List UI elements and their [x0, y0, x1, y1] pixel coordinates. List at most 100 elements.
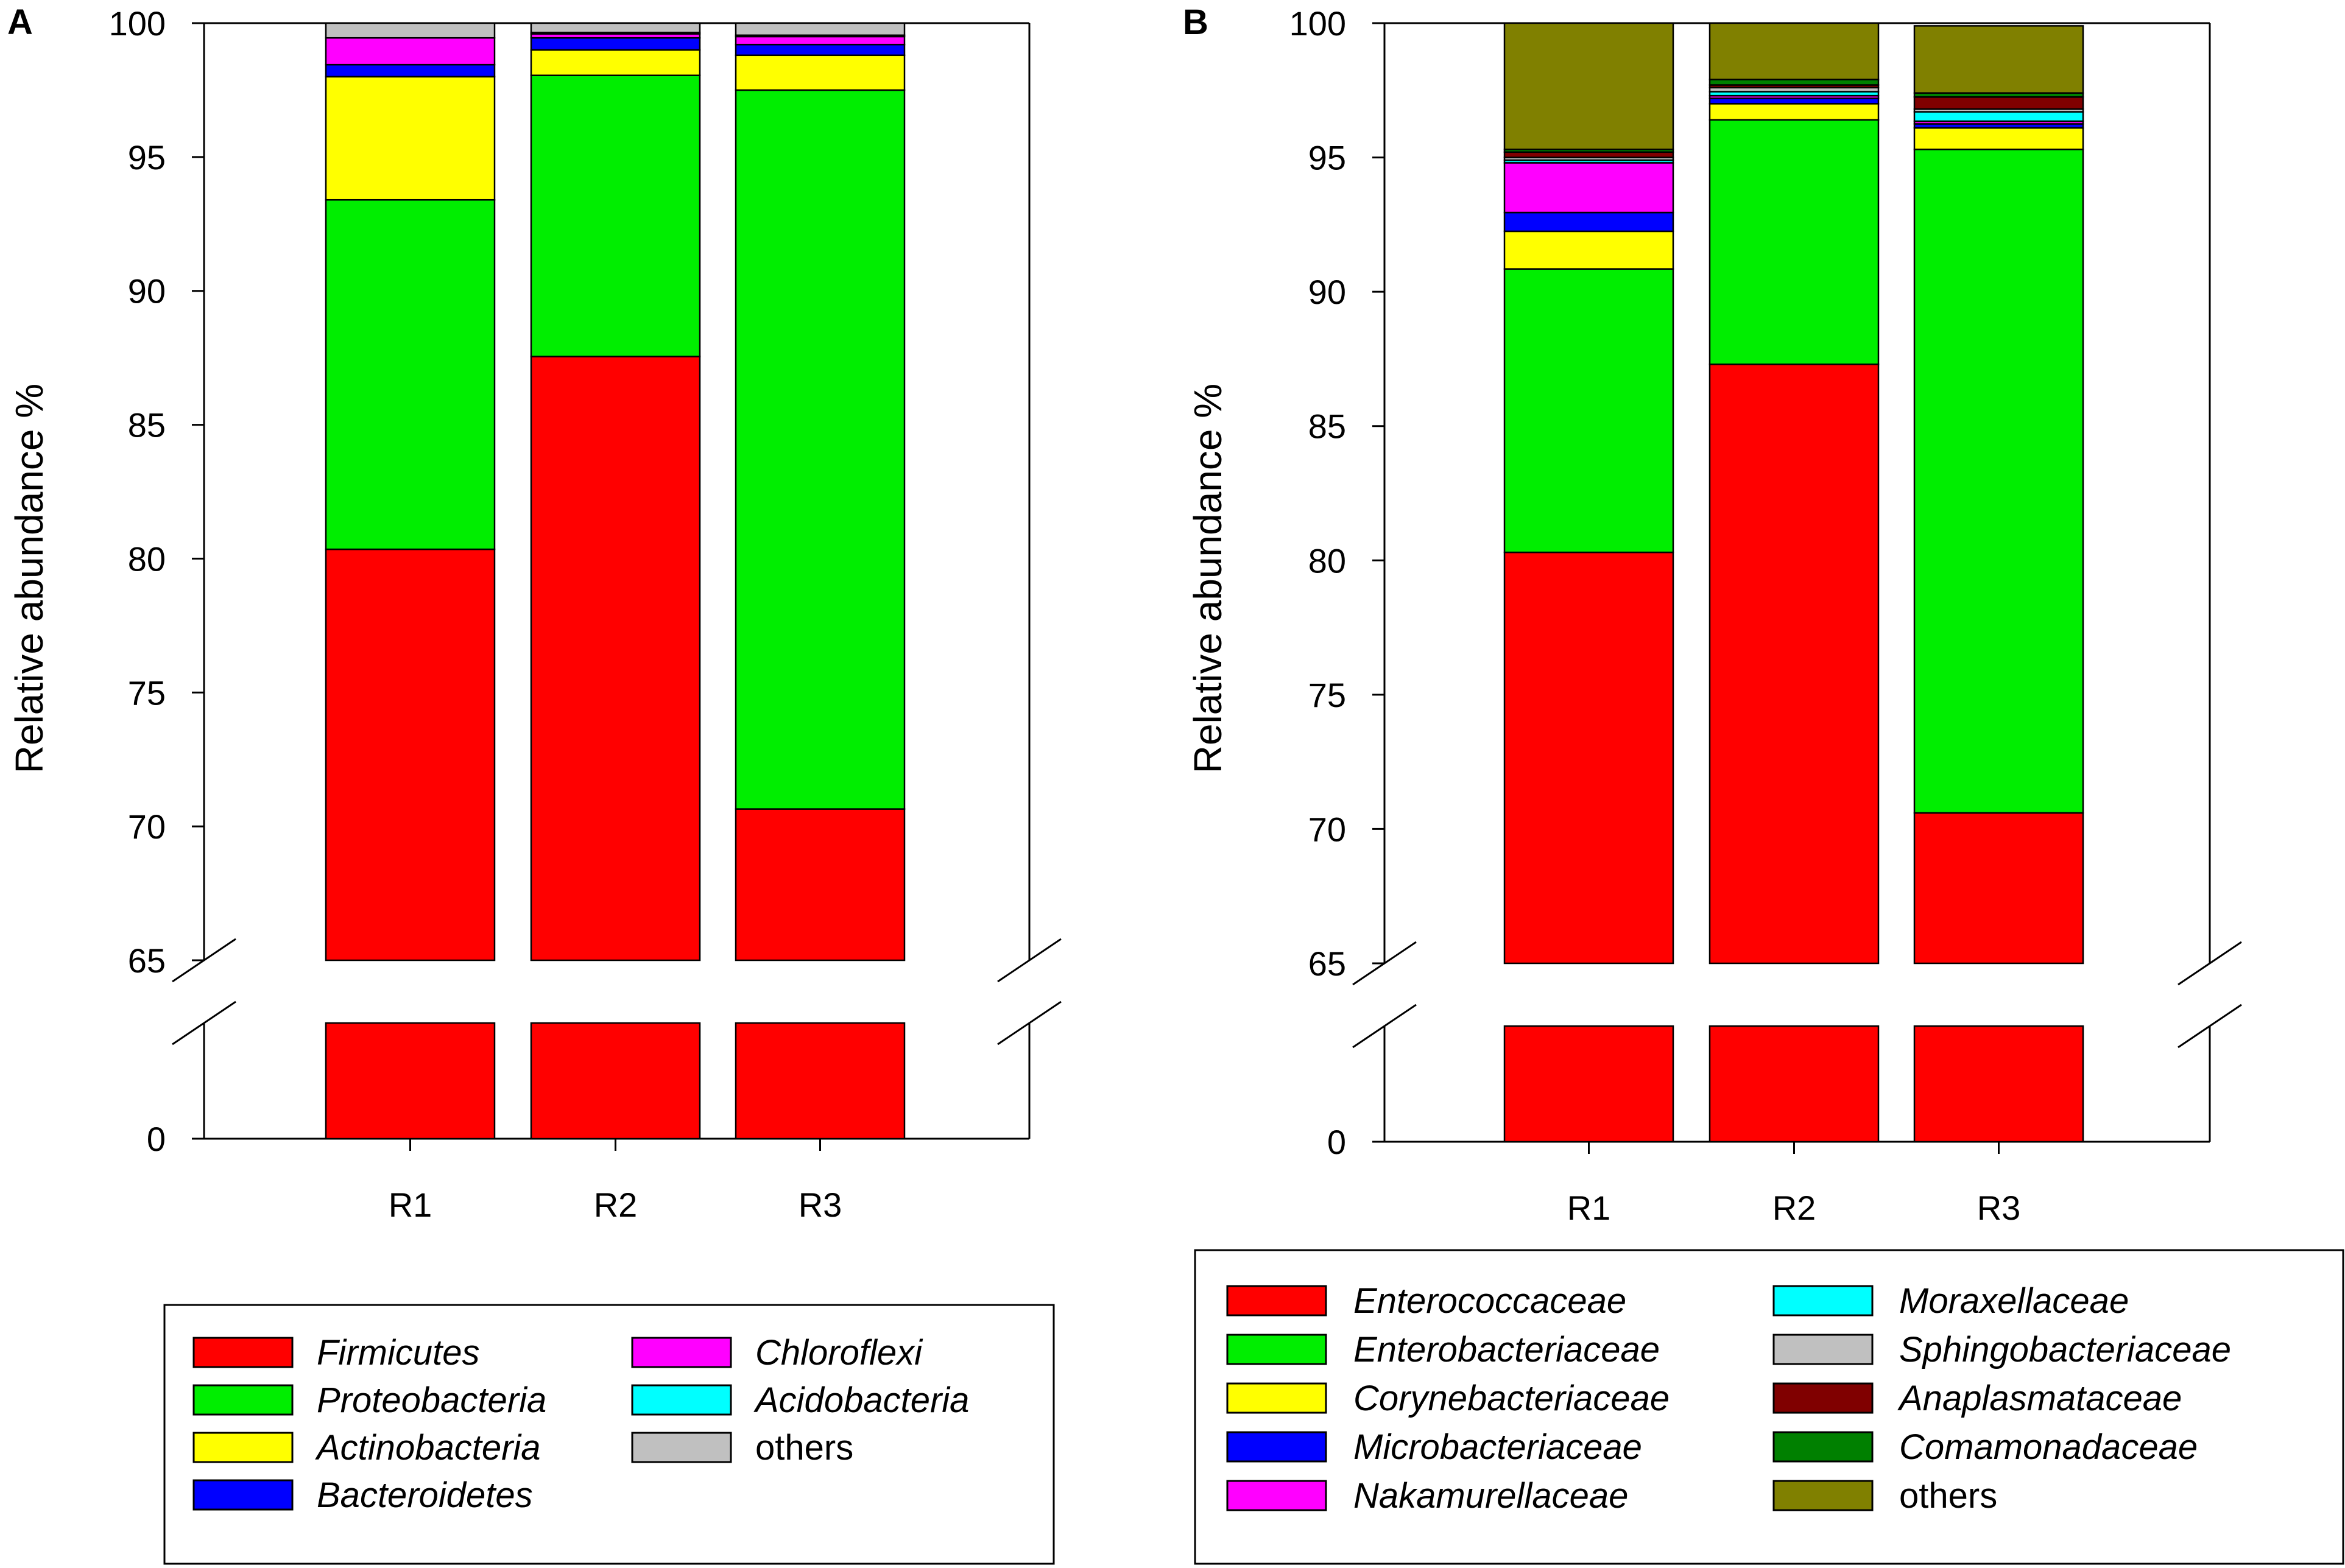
legend-swatch-actinobacteria — [192, 1432, 294, 1463]
bar-segment-r3-chloroflexi — [735, 35, 906, 46]
legend-box — [1194, 1249, 2344, 1565]
bar-segment-r2-corynebacteriaceae — [1708, 103, 1880, 121]
bar-segment-r3-moraxellaceae — [1913, 111, 2084, 122]
bar-segment-r3-enterobacteriaceae — [1913, 149, 2084, 814]
legend-label-corynebacteriaceae: Corynebacteriaceae — [1353, 1379, 1670, 1418]
y-tick-label: 75 — [128, 673, 166, 712]
bar-segment-r2-firmicutes — [530, 356, 701, 962]
y-tick-label: 100 — [109, 4, 166, 43]
legend-label-enterobacteriaceae: Enterobacteriaceae — [1353, 1330, 1660, 1369]
legend-swatch-chloroflexi — [631, 1337, 732, 1368]
axis-break-mark — [997, 1000, 1062, 1046]
bar-lower-r2 — [1708, 1025, 1880, 1143]
legend-swatch-corynebacteriaceae — [1226, 1382, 1327, 1414]
bar-segment-r3-others — [735, 22, 906, 37]
panel-b: B 65 70 75 80 85 90 95 100 0 Relative abundance % R… — [1183, 2, 2344, 1565]
bar-segment-r1-others — [325, 22, 496, 39]
y-tick-label: 65 — [1308, 944, 1346, 983]
bar-lower-r1 — [325, 1022, 496, 1140]
x-tick-label-r2: R2 — [594, 1186, 638, 1224]
axis-break-mark — [2178, 941, 2242, 986]
legend-label-comamonadaceae: Comamonadaceae — [1899, 1427, 2198, 1467]
legend-label-chloroflexi: Chloroflexi — [755, 1333, 923, 1373]
bar-segment-r2-proteobacteria — [530, 74, 701, 357]
legend-label-acidobacteria: Acidobacteria — [753, 1380, 969, 1420]
bar-segment-r3-enterococcaceae — [1913, 812, 2084, 965]
x-tick-label-r2: R2 — [1772, 1189, 1816, 1227]
bar-segment-r2-actinobacteria — [530, 49, 701, 76]
legend-label-moraxellaceae: Moraxellaceae — [1899, 1281, 2129, 1321]
panel-letter: A — [7, 2, 33, 42]
y-tick-label: 75 — [1308, 676, 1346, 714]
bar-segment-r2-microbacteriaceae — [1708, 97, 1880, 105]
legend-label-bacteroidetes: Bacteroidetes — [317, 1475, 533, 1515]
bar-segment-r3-proteobacteria — [735, 89, 906, 810]
legend-swatch-anaplasmataceae — [1772, 1382, 1874, 1414]
x-tick-label-r3: R3 — [1977, 1189, 2021, 1227]
bar-segment-r2-enterobacteriaceae — [1708, 119, 1880, 365]
bar-segment-r1-nakamurellaceae — [1503, 162, 1674, 214]
y-tick-label: 95 — [128, 138, 166, 177]
y-tick-label: 85 — [128, 406, 166, 445]
bar-segment-r1-enterobacteriaceae — [1503, 268, 1674, 554]
legend-label-others: others — [1899, 1476, 1997, 1516]
bar-segment-r1-others — [1503, 22, 1674, 150]
bar-segment-r3-bacteroidetes — [735, 43, 906, 57]
y-tick-label: 70 — [1308, 810, 1346, 848]
axis-break-mark — [2178, 1004, 2242, 1049]
legend-swatch-moraxellaceae — [1772, 1285, 1874, 1317]
legend-label-anaplasmataceae: Anaplasmataceae — [1897, 1379, 2182, 1418]
bar-segment-r3-others — [1913, 25, 2084, 94]
y-tick-label: 80 — [128, 540, 166, 578]
axis-break-mark — [1352, 1004, 1417, 1049]
legend-label-nakamurellaceae: Nakamurellaceae — [1353, 1476, 1628, 1516]
y-tick-label: 70 — [128, 807, 166, 846]
legend-swatch-enterobacteriaceae — [1226, 1334, 1327, 1365]
bar-lower-r2 — [530, 1022, 701, 1140]
legend-label-proteobacteria: Proteobacteria — [317, 1380, 546, 1420]
bar-segment-r1-corynebacteriaceae — [1503, 230, 1674, 270]
legend-box — [163, 1304, 1055, 1565]
y-tick-label: 100 — [1289, 4, 1346, 43]
bar-lower-r1 — [1503, 1025, 1674, 1143]
bar-segment-r1-microbacteriaceae — [1503, 211, 1674, 233]
bar-segment-r1-enterococcaceae — [1503, 551, 1674, 965]
bar-segment-r3-actinobacteria — [735, 54, 906, 91]
bar-segment-r2-enterococcaceae — [1708, 364, 1880, 965]
legend-swatch-microbacteriaceae — [1226, 1431, 1327, 1463]
bar-segment-r1-firmicutes — [325, 548, 496, 962]
bar-segment-r2-bacteroidetes — [530, 37, 701, 51]
legend-swatch-others — [631, 1432, 732, 1463]
bar-segment-r1-bacteroidetes — [325, 63, 496, 78]
bar-lower-r3 — [735, 1022, 906, 1140]
bar-segment-r2-others — [530, 22, 701, 33]
legend-label-firmicutes: Firmicutes — [317, 1333, 479, 1373]
bar-segment-r2-others — [1708, 22, 1880, 80]
y-tick-label: 95 — [1308, 139, 1346, 177]
bar-segment-r1-proteobacteria — [325, 199, 496, 550]
y-axis-title: Relative abundance % — [1186, 384, 1230, 773]
y-tick-label: 90 — [128, 272, 166, 311]
x-tick-label-r3: R3 — [799, 1186, 842, 1224]
y-tick-label: 90 — [1308, 273, 1346, 311]
bar-segment-r1-chloroflexi — [325, 37, 496, 66]
bar-segment-r1-actinobacteria — [325, 76, 496, 201]
legend-swatch-nakamurellaceae — [1226, 1480, 1327, 1511]
legend-swatch-acidobacteria — [631, 1384, 732, 1416]
panel-letter: B — [1183, 2, 1208, 42]
legend-label-microbacteriaceae: Microbacteriaceae — [1353, 1427, 1642, 1467]
axis-break-mark — [997, 938, 1062, 983]
y-tick-label: 0 — [147, 1120, 166, 1158]
bar-lower-r3 — [1913, 1025, 2084, 1143]
bar-segment-r2-comamonadaceae — [1708, 79, 1880, 86]
legend-swatch-firmicutes — [192, 1337, 294, 1368]
legend-swatch-others — [1772, 1480, 1874, 1511]
panel-a: A 65 70 75 80 85 90 95 100 0 Relative abundance % R… — [7, 2, 1062, 1565]
legend-label-actinobacteria: Actinobacteria — [315, 1428, 541, 1468]
legend-label-others: others — [755, 1428, 853, 1468]
x-tick-label-r1: R1 — [1567, 1189, 1611, 1227]
bar-segment-r1-anaplasmataceae — [1503, 151, 1674, 158]
y-tick-label: 65 — [128, 941, 166, 980]
legend-label-sphingobacteriaceae: Sphingobacteriaceae — [1899, 1330, 2231, 1369]
